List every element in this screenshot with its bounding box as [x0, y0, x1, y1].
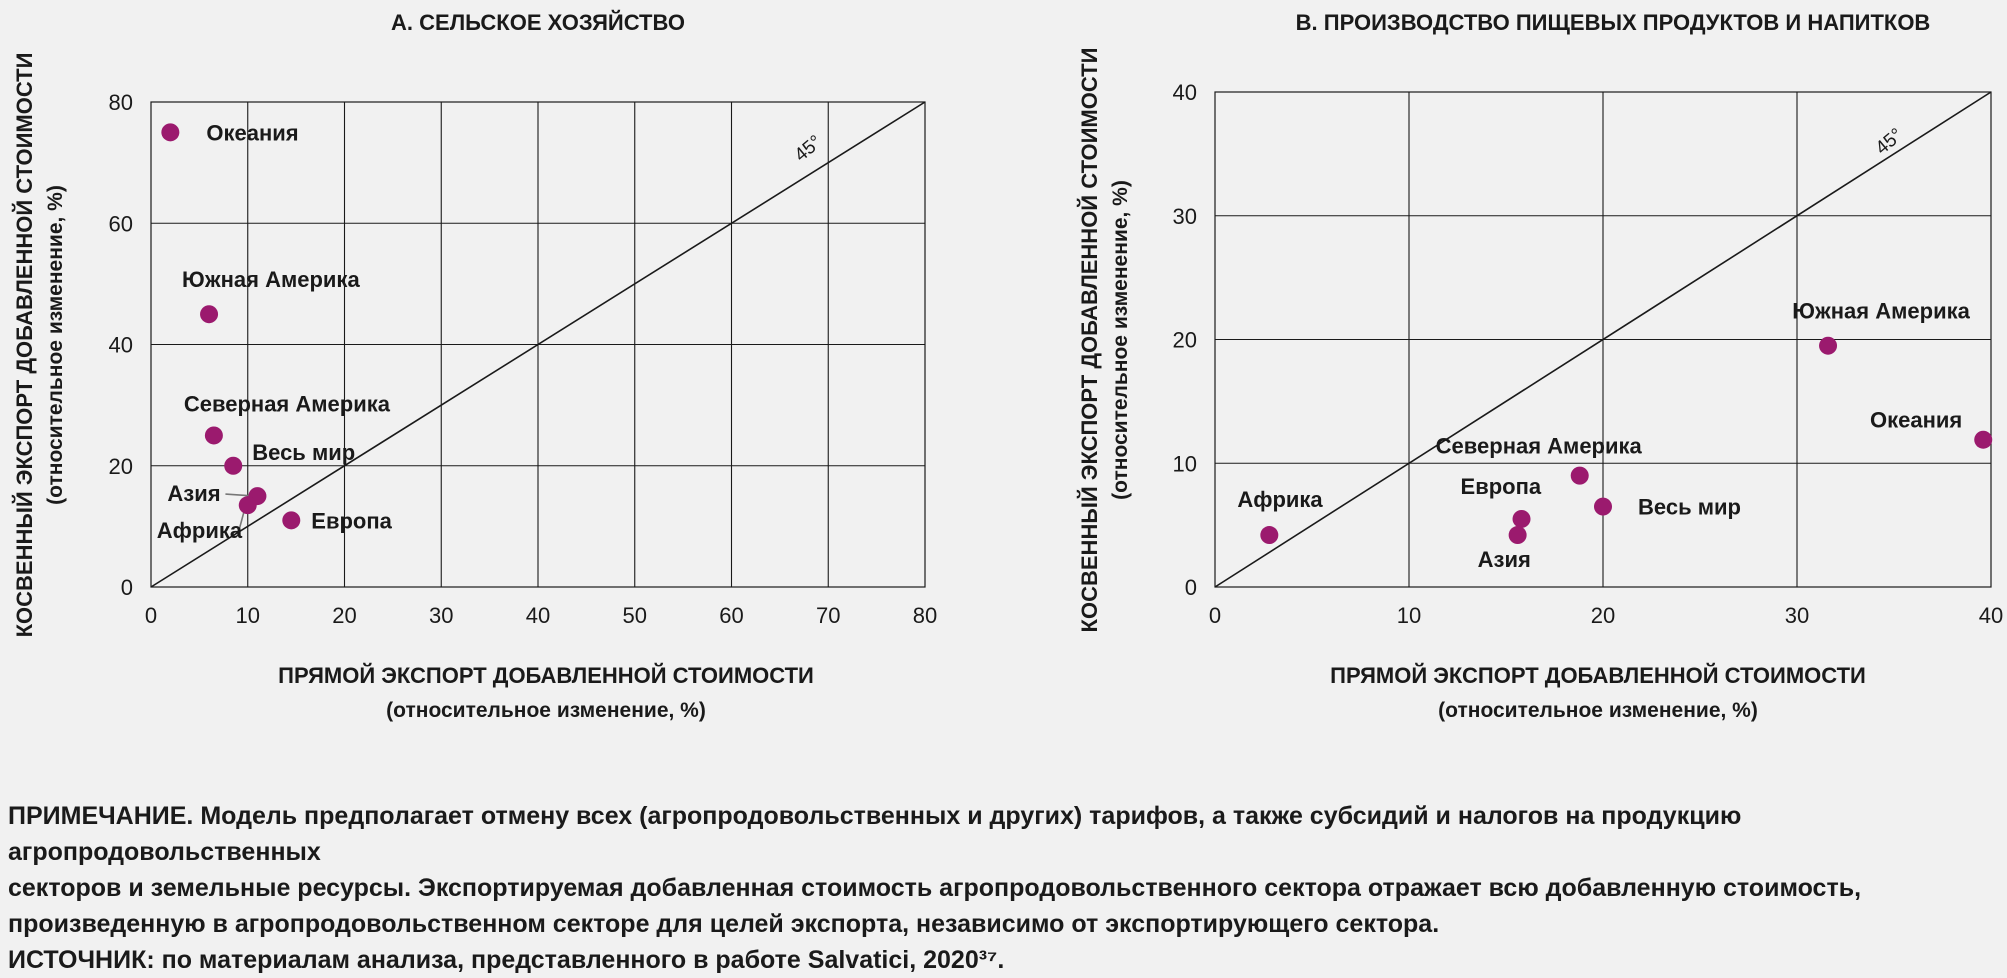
point-label: Азия	[1478, 547, 1531, 572]
note-line-1: ПРИМЕЧАНИЕ. Модель предполагает отмену в…	[8, 802, 1742, 866]
point-label: Океания	[206, 120, 298, 145]
y-tick-label: 30	[1173, 204, 1197, 229]
point-label: Северная Америка	[184, 391, 391, 416]
x-tick-label: 70	[816, 603, 840, 628]
y-tick-label: 0	[1185, 575, 1197, 600]
data-point	[1819, 336, 1838, 355]
y-tick-label: 40	[109, 333, 133, 358]
x-tick-label: 40	[1979, 603, 2003, 628]
point-label: Европа	[1461, 474, 1542, 499]
point-label: Европа	[311, 508, 392, 533]
point-label: Африка	[1237, 487, 1323, 512]
point-label: Весь мир	[252, 440, 355, 465]
point-label: Азия	[167, 481, 220, 506]
point-label: Весь мир	[1638, 495, 1741, 520]
y-tick-label: 80	[109, 90, 133, 115]
y-axis-title: КОСВЕННЫЙ ЭКСПОРТ ДОБАВЛЕННОЙ СТОИМОСТИ	[1077, 48, 1102, 633]
point-label: Южная Америка	[182, 267, 360, 292]
data-point	[204, 426, 223, 445]
panel-food-production: B. ПРОИЗВОДСТВО ПИЩЕВЫХ ПРОДУКТОВ И НАПИ…	[1077, 10, 2003, 722]
x-tick-label: 20	[332, 603, 356, 628]
panel-title: A. СЕЛЬСКОЕ ХОЗЯЙСТВО	[391, 10, 685, 35]
data-point	[282, 511, 301, 530]
data-point	[238, 496, 257, 515]
y-axis-title: КОСВЕННЫЙ ЭКСПОРТ ДОБАВЛЕННОЙ СТОИМОСТИ	[12, 53, 37, 638]
y-tick-label: 20	[1173, 328, 1197, 353]
data-point	[200, 305, 219, 324]
x-axis-subtitle: (относительное изменение, %)	[1438, 699, 1758, 722]
x-tick-label: 0	[145, 603, 157, 628]
data-point	[161, 123, 180, 142]
diagonal-line	[150, 101, 926, 588]
source-line: ИСТОЧНИК: по материалам анализа, предста…	[8, 946, 1005, 974]
y-tick-label: 10	[1173, 451, 1197, 476]
x-tick-label: 50	[623, 603, 647, 628]
note-line-3: произведенную в агропродовольственном се…	[8, 910, 1440, 938]
data-point	[1512, 509, 1531, 528]
x-axis-title: ПРЯМОЙ ЭКСПОРТ ДОБАВЛЕННОЙ СТОИМОСТИ	[278, 663, 814, 688]
panel-title: B. ПРОИЗВОДСТВО ПИЩЕВЫХ ПРОДУКТОВ И НАПИ…	[1296, 10, 1931, 35]
note-line-2: секторов и земельные ресурсы. Экспортиру…	[8, 874, 1862, 902]
y-tick-label: 0	[121, 575, 133, 600]
diagonal-line	[1214, 91, 1992, 588]
x-tick-label: 30	[1785, 603, 1809, 628]
y-tick-label: 60	[109, 211, 133, 236]
data-point	[1974, 430, 1993, 449]
x-tick-label: 10	[1397, 603, 1421, 628]
point-label: Африка	[157, 518, 243, 543]
x-tick-label: 60	[719, 603, 743, 628]
y-tick-label: 20	[109, 454, 133, 479]
x-tick-label: 30	[429, 603, 453, 628]
x-axis-title: ПРЯМОЙ ЭКСПОРТ ДОБАВЛЕННОЙ СТОИМОСТИ	[1330, 663, 1866, 688]
x-tick-label: 20	[1591, 603, 1615, 628]
x-tick-label: 80	[913, 603, 937, 628]
data-point	[1570, 466, 1589, 485]
y-tick-label: 40	[1173, 80, 1197, 105]
x-tick-label: 0	[1209, 603, 1221, 628]
point-label: Южная Америка	[1792, 299, 1970, 324]
point-label: Северная Америка	[1436, 434, 1643, 459]
x-tick-label: 10	[236, 603, 260, 628]
x-axis-subtitle: (относительное изменение, %)	[386, 699, 706, 722]
data-point	[1260, 526, 1279, 545]
data-point	[1508, 526, 1527, 545]
point-label: Океания	[1870, 408, 1962, 433]
data-point	[1594, 497, 1612, 516]
notes: ПРИМЕЧАНИЕ. Модель предполагает отмену в…	[8, 798, 1998, 978]
y-axis-subtitle: (относительное изменение, %)	[1109, 180, 1132, 500]
x-tick-label: 40	[526, 603, 550, 628]
data-point	[224, 456, 243, 475]
y-axis-subtitle: (относительное изменение, %)	[44, 185, 67, 505]
